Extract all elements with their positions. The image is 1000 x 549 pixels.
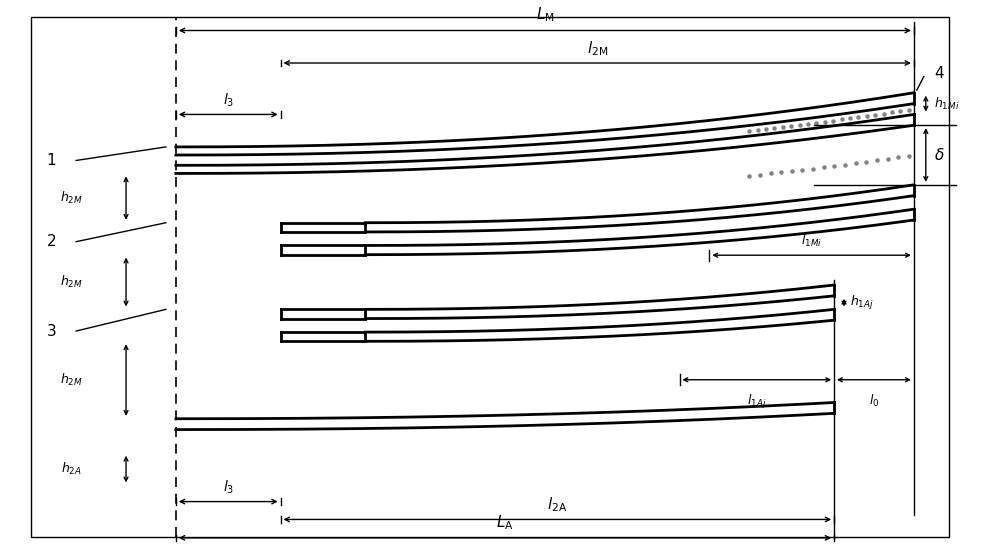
Text: $L_\mathrm{M}$: $L_\mathrm{M}$ [536,5,554,24]
Text: $\delta$: $\delta$ [934,147,944,163]
Text: $h_{2M}$: $h_{2M}$ [60,274,83,290]
Text: $h_{2A}$: $h_{2A}$ [61,461,82,477]
Text: 3: 3 [46,323,56,339]
Text: $l_3$: $l_3$ [223,92,234,109]
Text: $l_3$: $l_3$ [223,479,234,496]
Text: 4: 4 [934,66,943,81]
Text: $l_{2\mathrm{M}}$: $l_{2\mathrm{M}}$ [587,39,608,58]
Text: 2: 2 [46,234,56,249]
Text: $h_{1Mi}$: $h_{1Mi}$ [934,96,959,111]
Text: $h_{1Aj}$: $h_{1Aj}$ [850,294,874,312]
Text: $h_{2M}$: $h_{2M}$ [60,190,83,206]
Text: $l_0$: $l_0$ [869,393,879,410]
Text: $L_\mathrm{A}$: $L_\mathrm{A}$ [496,514,514,533]
Text: $h_{2M}$: $h_{2M}$ [60,372,83,388]
Text: $l_{1Aj}$: $l_{1Aj}$ [747,393,767,411]
Text: $l_{1Mi}$: $l_{1Mi}$ [801,233,822,249]
Text: $l_{2\mathrm{A}}$: $l_{2\mathrm{A}}$ [547,495,567,514]
Text: 1: 1 [46,153,56,168]
